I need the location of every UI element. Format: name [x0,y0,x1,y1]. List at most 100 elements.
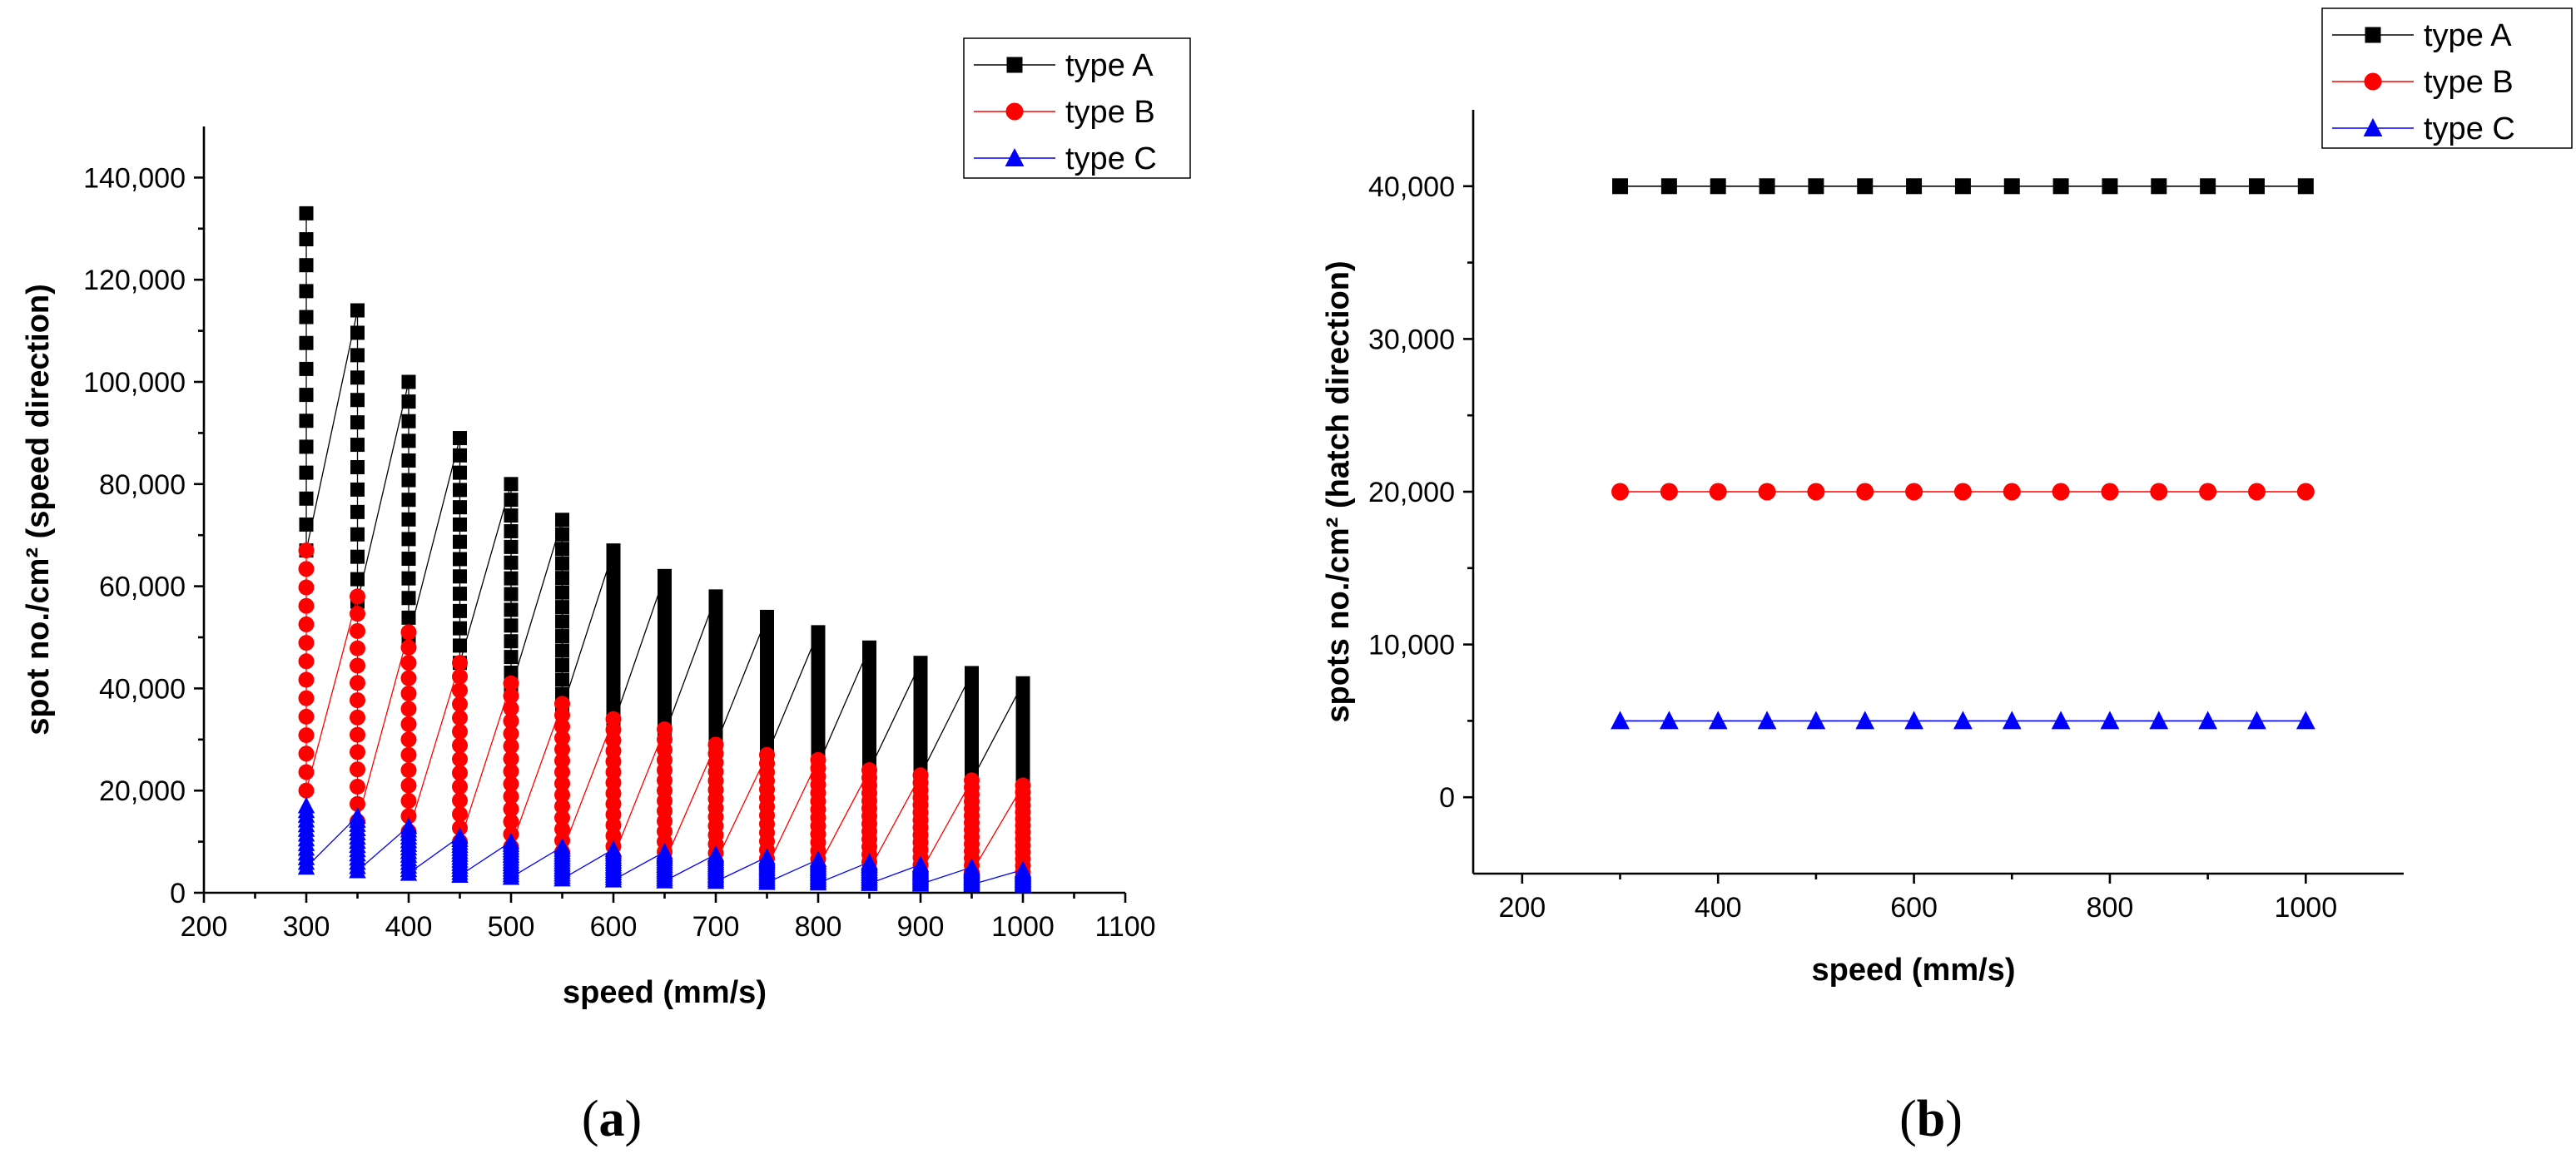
data-point [760,694,774,709]
data-point [350,504,365,519]
data-point [1708,711,1728,730]
data-point [708,669,723,684]
panel-b-label: (b) [1899,1091,1963,1147]
data-point [2151,178,2167,195]
data-point [606,543,621,558]
data-point [658,654,672,669]
data-point [298,597,315,614]
data-point [760,641,774,656]
data-point [401,591,416,606]
panel-a-x-axis-title: speed (mm/s) [563,975,767,1010]
data-point [504,571,519,586]
data-point [555,556,569,571]
data-point [453,500,467,515]
data-point [2102,178,2118,195]
data-point [658,641,672,656]
data-point [658,593,672,608]
data-point [760,736,774,751]
data-point [555,629,569,644]
data-point [350,393,365,408]
x-tick-label: 800 [2087,892,2134,924]
data-point [350,744,365,760]
y-tick-label: 80,000 [99,469,186,501]
y-tick-label: 40,000 [99,673,186,705]
data-point [401,414,416,428]
x-tick-label: 200 [1498,892,1546,924]
data-point [299,258,314,273]
data-point [708,612,723,627]
legend-frame [963,37,1191,179]
data-point [1660,483,1678,501]
data-point [503,788,519,805]
data-point [503,726,519,742]
data-point [299,517,314,532]
data-point [2002,711,2022,730]
data-point [1807,483,1825,501]
series-type-b [298,542,1031,880]
data-point [2052,178,2069,195]
data-point [401,433,416,448]
panel-b-axes: 200 400 600 800 1000 0 10,000 20,000 30,000 40,00… [1368,110,2404,924]
data-point [554,786,570,803]
data-point [401,493,416,508]
data-point [554,752,570,769]
legend-entry-label: type A [1065,48,1154,83]
data-point [760,673,774,688]
data-point [554,741,570,758]
data-point [504,618,519,633]
data-point [1906,178,1923,195]
legend-marker [1006,57,1023,73]
data-point [401,610,416,625]
data-point [707,736,724,753]
data-point [400,817,418,835]
data-point [350,588,365,605]
data-point [298,616,315,632]
data-point [760,726,774,741]
data-point [760,705,774,720]
series-type-b [1611,483,2315,501]
data-point [453,587,467,602]
data-point [453,638,467,653]
data-point [350,549,365,564]
data-point [453,569,467,584]
data-point [298,764,315,780]
data-point [1953,483,1972,501]
data-point [708,691,723,706]
data-point [400,639,417,656]
data-point [658,702,672,717]
data-point [2248,178,2265,195]
data-point [298,635,315,651]
data-point [504,634,519,649]
data-point [1806,711,1826,730]
data-point [299,439,314,454]
data-point [299,414,314,428]
data-point [299,361,314,376]
y-tick-label: 40,000 [1368,171,1455,203]
data-point [1659,711,1679,730]
legend-entry-label: type C [1065,141,1157,176]
data-point [658,568,672,583]
data-point [708,589,723,604]
data-point [400,808,417,825]
data-point [452,696,468,712]
data-point [349,806,366,824]
data-point [1015,777,1031,794]
data-point [299,284,314,299]
data-point [299,491,314,506]
data-point [401,552,416,567]
data-point [1757,711,1777,730]
data-point [658,617,672,632]
data-point [299,388,314,403]
data-point [451,827,469,845]
data-point [298,745,315,762]
data-point [504,666,519,681]
data-point [555,643,569,658]
data-point [350,709,365,726]
data-point [760,609,774,624]
panel-a-label: (a) [582,1091,642,1147]
data-point [2199,483,2217,501]
data-point [554,730,570,746]
data-point [658,581,672,596]
data-point [555,585,569,600]
